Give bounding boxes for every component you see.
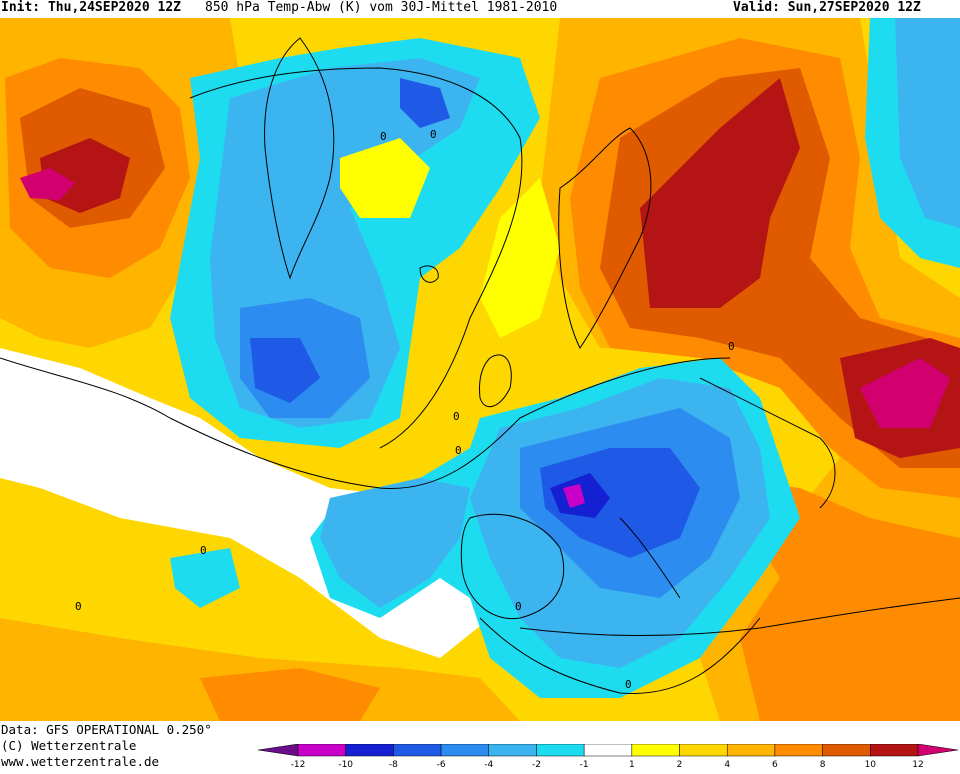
color-legend-swatch [870,744,919,757]
header-bar: Init: Thu,24SEP2020 12Z 850 hPa Temp-Abw… [0,0,960,18]
italy-coast [619,517,681,599]
color-legend-ticks: -12 -10 -8 -6 -4 -2 -1 1 2 4 6 8 10 12 [291,760,924,770]
color-legend-swatch [393,744,442,757]
iceland-coast [419,265,439,283]
north-africa-coast [519,597,960,636]
anomaly-region-canada-peak [20,168,75,200]
color-legend-swatch [345,744,394,757]
contour-label: 0 [453,410,460,423]
color-legend-tick-label: -12 [291,760,306,770]
color-legend-tick-label: -6 [437,760,446,770]
color-legend-swatch [258,744,299,757]
color-legend-swatches [258,744,958,757]
anomaly-region-scandinavia-russia-hotter [640,78,800,308]
greenland-coast [264,37,335,280]
init-time-label: Init: Thu,24SEP2020 12Z [1,0,182,15]
color-legend-tick-label: 2 [677,760,683,770]
temperature-anomaly-map: 0 0 0 0 0 0 0 0 0 [0,18,960,721]
color-legend-swatch [822,744,871,757]
contour-labels: 0 0 0 0 0 0 0 0 0 [75,128,735,691]
color-legend-swatch [774,744,823,757]
contour-label: 0 [625,678,632,691]
color-legend-swatch [536,744,585,757]
anomaly-region-sahara-warm [0,618,520,721]
color-legend-tick-label: -10 [338,760,353,770]
parameter-label: 850 hPa Temp-Abw (K) vom 30J-Mittel 1981… [205,0,558,15]
britain-coast [479,354,512,408]
color-legend-tick-label: 10 [865,760,877,770]
map-canvas: 0 0 0 0 0 0 0 0 0 [0,18,960,721]
color-legend: -12 -10 -8 -6 -4 -2 -1 1 2 4 6 8 10 12 [258,744,958,770]
color-legend-swatch [488,744,537,757]
color-legend-swatch [679,744,728,757]
contour-label: 0 [200,544,207,557]
anomaly-region-biscay-cold [320,478,470,608]
copyright-label: (C) Wetterzentrale [1,738,137,753]
contour-label: 0 [75,600,82,613]
anomaly-region-arctic-cold [400,78,450,128]
black-sea-coast [699,377,836,509]
color-legend-tick-label: 6 [772,760,778,770]
anomaly-region-siberia-cold [895,18,960,228]
color-legend-tick-label: -1 [580,760,589,770]
color-legend-tick-label: 12 [912,760,923,770]
color-legend-swatch [583,744,633,757]
anomaly-region-azores-cool [170,548,240,608]
color-legend-tick-label: -4 [484,760,493,770]
coastlines [264,37,960,636]
anomaly-region-caucasus-peak [860,358,950,428]
color-legend-tick-label: 8 [820,760,826,770]
data-source-label: Data: GFS OPERATIONAL 0.250° [1,722,212,737]
color-legend-tick-label: 1 [629,760,635,770]
color-legend-swatch [440,744,490,757]
color-legend-swatch [917,744,958,757]
color-legend-tick-label: -2 [532,760,541,770]
website-label: www.wetterzentrale.de [1,754,160,769]
color-legend-swatch [297,744,346,757]
color-legend-tick-label: 4 [724,760,730,770]
contour-label: 0 [455,444,462,457]
color-legend-swatch [726,744,776,757]
zero-contour-line [0,357,761,695]
anomaly-region-france-very-cold [540,448,700,558]
anomaly-region-greenland-warm [340,138,430,218]
anomaly-region-atlantic-coldest [250,338,320,403]
anomaly-region-north-sea-mild [480,178,560,338]
contour-label: 0 [728,340,735,353]
iberia-coast [460,513,565,620]
valid-time-label: Valid: Sun,27SEP2020 12Z [733,0,921,15]
zero-contour-line-north [189,67,523,449]
color-legend-swatch [631,744,680,757]
anomaly-region-sahara-warmer [200,668,380,721]
color-legend-tick-label: -8 [389,760,398,770]
contour-label: 0 [430,128,437,141]
contour-label: 0 [380,130,387,143]
anomaly-region-france-peak-cold [563,484,585,508]
contour-label: 0 [515,600,522,613]
scandinavia-coast [558,127,652,349]
